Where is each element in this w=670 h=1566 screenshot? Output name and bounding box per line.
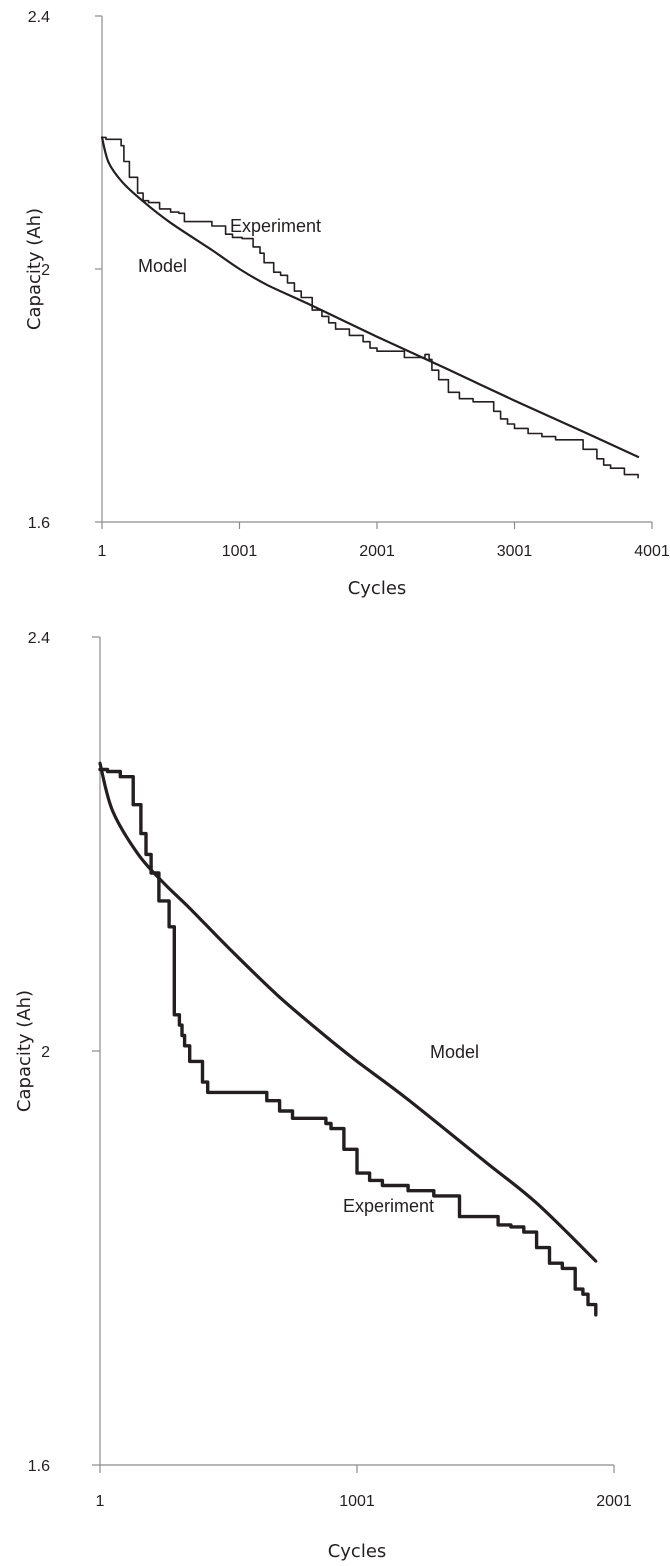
annotation-experiment: Experiment xyxy=(343,1196,434,1216)
x-tick-label: 1 xyxy=(98,543,107,560)
x-tick-label: 3001 xyxy=(497,543,533,560)
y-tick-label: 1.6 xyxy=(28,515,50,532)
series-line-experiment xyxy=(98,767,598,1317)
x-tick-label: 1001 xyxy=(339,1493,375,1510)
series-line-model xyxy=(98,761,598,1263)
y-tick-label: 2 xyxy=(41,1044,50,1061)
y-axis-title: Capacity (Ah) xyxy=(14,990,35,1112)
annotation-experiment: Experiment xyxy=(230,216,321,236)
y-tick-label: 2.4 xyxy=(28,9,50,26)
x-tick-label: 1001 xyxy=(222,543,258,560)
y-tick-label: 2.4 xyxy=(28,630,50,647)
x-tick-label: 2001 xyxy=(359,543,395,560)
annotation-model: Model xyxy=(138,256,187,276)
chart-1-canvas: 1.6 2 2.4 1 1001 2001 3001 4001 Cycles Capacity (… xyxy=(24,9,670,599)
x-axis-title: Cycles xyxy=(348,578,407,599)
chart-2-canvas: 1.6 2 2.4 1 1001 2001 Cycles Capacity (Ah) Model… xyxy=(14,630,632,1562)
x-tick-label: 4001 xyxy=(634,543,670,560)
capacity-chart-4000-cycles: 1.6 2 2.4 1 1001 2001 3001 4001 Cycles Capacity (… xyxy=(0,0,670,610)
x-tick-label: 2001 xyxy=(596,1493,632,1510)
y-axis-title: Capacity (Ah) xyxy=(24,208,45,330)
y-tick-label: 2 xyxy=(41,262,50,279)
capacity-chart-2000-cycles: 1.6 2 2.4 1 1001 2001 Cycles Capacity (Ah) Model… xyxy=(0,615,670,1566)
x-axis-title: Cycles xyxy=(328,1541,387,1562)
y-tick-label: 1.6 xyxy=(28,1458,50,1475)
x-tick-label: 1 xyxy=(96,1493,105,1510)
series-line-model xyxy=(100,136,640,458)
series-line-experiment xyxy=(101,136,639,479)
annotation-model: Model xyxy=(430,1042,479,1062)
